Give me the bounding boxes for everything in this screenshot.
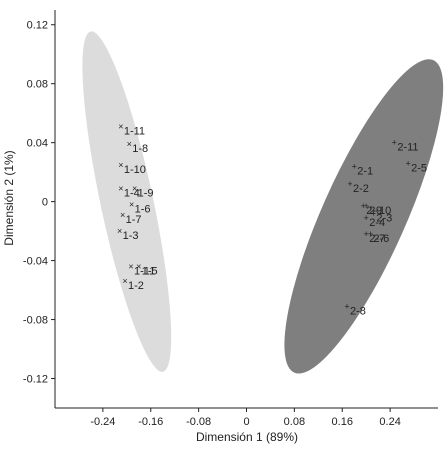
x-ticks: -0.24 -0.16 -0.08 0 0.08 0.16 0.24	[90, 408, 401, 428]
point-label: 2-11	[397, 142, 418, 154]
point-label: 2-5	[411, 162, 427, 174]
point-label: 2-3	[376, 212, 392, 224]
x-axis-title: Dimensión 1 (89%)	[196, 430, 298, 444]
y-tick-label: 0.12	[27, 20, 48, 32]
point-marker: ×	[118, 183, 123, 193]
y-tick-label: 0	[42, 197, 48, 209]
point-label: 2-7	[369, 233, 385, 245]
point-marker: ×	[129, 200, 134, 210]
point-marker: +	[392, 138, 397, 148]
x-tick-label: -0.24	[90, 416, 115, 428]
point-label: 2-10	[369, 205, 391, 217]
point-label: 1-8	[132, 143, 148, 155]
point-marker: +	[364, 201, 369, 211]
point-label: 2-2	[353, 183, 369, 195]
y-tick-label: 0.08	[27, 79, 48, 91]
point-marker: +	[347, 179, 352, 189]
y-ticks: -0.12 -0.08 -0.04 0 0.04 0.08 0.12	[23, 20, 55, 386]
point-marker: ×	[122, 276, 127, 286]
ellipses-layer	[82, 31, 444, 374]
y-tick-label: -0.04	[23, 256, 48, 268]
point-label: 1-2	[128, 280, 144, 292]
x-tick-label: 0.24	[379, 416, 400, 428]
point-marker: ×	[128, 261, 133, 271]
y-tick-label: -0.08	[23, 315, 48, 327]
point-marker: +	[364, 213, 369, 223]
point-marker: ×	[136, 261, 141, 271]
x-tick-label: 0.16	[332, 416, 353, 428]
point-label: 2-8	[350, 305, 366, 317]
point-label: 1-11	[124, 125, 145, 137]
y-axis-title: Dimensión 2 (1%)	[2, 150, 16, 245]
point-marker: +	[344, 301, 349, 311]
point-label: 2-1	[357, 165, 373, 177]
point-marker: +	[368, 229, 373, 239]
point-marker: ×	[127, 139, 132, 149]
point-marker: +	[361, 201, 366, 211]
point-label: 1-4	[124, 187, 140, 199]
point-label: 2-9	[366, 205, 382, 217]
point-label: 2-4	[369, 217, 385, 229]
point-label: 1-6	[135, 204, 151, 216]
point-marker: ×	[117, 226, 122, 236]
group-2-ellipse	[284, 59, 444, 374]
point-label: 1-5	[142, 265, 158, 277]
point-marker: ×	[118, 121, 123, 131]
point-label: 1-3	[123, 230, 139, 242]
point-marker: +	[371, 208, 376, 218]
point-label: 1-7	[126, 214, 142, 226]
point-label: 2-6	[373, 233, 389, 245]
point-marker: +	[364, 229, 369, 239]
y-tick-label: 0.04	[27, 138, 48, 150]
point-marker: ×	[132, 183, 137, 193]
x-tick-label: 0.08	[284, 416, 305, 428]
points-layer: × 1-11× 1-8× 1-10× 1-4× 1-9× 1-6× 1-7× 1-3× 1-11×…	[117, 121, 427, 317]
x-tick-label: -0.08	[186, 416, 211, 428]
point-label: 1-10	[124, 164, 146, 176]
y-tick-label: -0.12	[23, 374, 48, 386]
group-1-ellipse	[82, 31, 172, 372]
x-tick-label: 0	[243, 416, 249, 428]
point-marker: +	[405, 158, 410, 168]
point-marker: ×	[120, 210, 125, 220]
point-marker: +	[352, 161, 357, 171]
point-marker: ×	[118, 160, 123, 170]
point-label: 1-11	[134, 265, 155, 277]
point-label: 1-9	[138, 187, 154, 199]
x-tick-label: -0.16	[138, 416, 163, 428]
